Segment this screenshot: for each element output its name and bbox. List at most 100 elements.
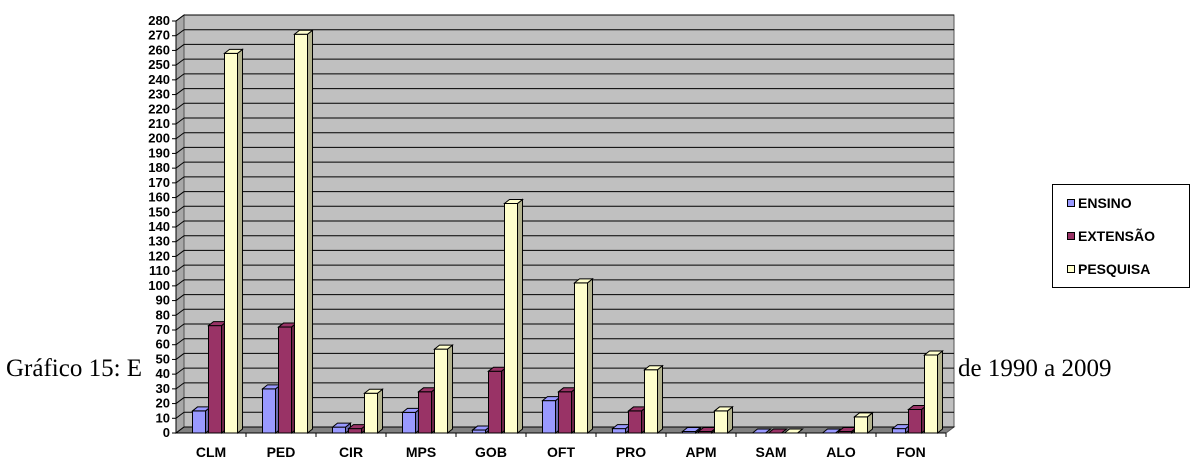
bar-pesquisa-alo xyxy=(853,411,874,435)
bar-pesquisa-mps xyxy=(433,344,454,435)
y-tick-label: 30 xyxy=(156,381,170,396)
y-tick-label: 270 xyxy=(148,28,170,43)
bar-top xyxy=(643,365,664,371)
bar-front xyxy=(488,370,502,434)
bar-top xyxy=(503,198,524,204)
legend-label-ensino: ENSINO xyxy=(1078,195,1132,211)
y-tick-label: 140 xyxy=(148,219,170,234)
y-tick-label: 210 xyxy=(148,116,170,131)
bar-pesquisa-cir xyxy=(363,388,384,435)
y-tick-label: 230 xyxy=(148,87,170,102)
bar-extenso-gob xyxy=(487,366,508,435)
side-gridline xyxy=(175,367,185,375)
side-gridline xyxy=(175,382,185,390)
y-tick-label: 200 xyxy=(148,131,170,146)
y-tick-label: 80 xyxy=(156,307,170,322)
bar-pesquisa-fon xyxy=(923,349,944,435)
y-axis-tick-labels: 0102030405060708090100110120130140150160… xyxy=(148,13,170,440)
legend-item-pesquisa: PESQUISA xyxy=(1067,261,1150,277)
bar-pesquisa-apm xyxy=(713,405,734,435)
bar-top xyxy=(433,344,454,350)
legend-swatch-ensino xyxy=(1067,199,1075,207)
side-gridline xyxy=(175,235,185,243)
bar-ensino-apm xyxy=(681,426,702,435)
bar-ensino-mps xyxy=(401,407,422,435)
bar-extenso-mps xyxy=(417,386,438,435)
side-gridline xyxy=(175,132,185,140)
bar-front xyxy=(278,326,292,434)
side-gridline xyxy=(175,73,185,81)
legend-label-extensao: EXTENSÃO xyxy=(1078,228,1156,244)
bar-ensino-clm xyxy=(191,405,212,435)
bar-ensino-cir xyxy=(331,422,352,435)
y-tick-label: 130 xyxy=(148,234,170,249)
bar-front xyxy=(908,408,922,434)
bar-front xyxy=(418,391,432,434)
bar-extenso-pro xyxy=(627,405,648,435)
side-gridline xyxy=(175,58,185,66)
bar-ensino-pro xyxy=(611,423,632,435)
y-tick-label: 240 xyxy=(148,72,170,87)
axes xyxy=(172,20,947,437)
bar-front xyxy=(262,388,276,434)
bars xyxy=(191,29,944,435)
bar-pesquisa-oft xyxy=(573,277,594,435)
legend-item-extensao: EXTENSÃO xyxy=(1067,228,1155,244)
side-gridline xyxy=(175,44,185,51)
side-gridline xyxy=(175,264,185,272)
bar-pesquisa-pro xyxy=(643,364,664,435)
y-tick-label: 120 xyxy=(148,248,170,263)
legend-item-ensino: ENSINO xyxy=(1067,195,1132,211)
bar-extenso-sam xyxy=(767,428,788,434)
side-gridline xyxy=(175,294,185,301)
bar-ensino-oft xyxy=(541,395,562,435)
bar-front xyxy=(644,369,658,434)
bar-side xyxy=(657,364,663,435)
bar-front xyxy=(854,416,868,434)
x-tick-label-oft: OFT xyxy=(547,444,575,460)
side-gridline xyxy=(175,161,185,169)
y-tick-label: 90 xyxy=(156,293,170,308)
bar-front xyxy=(192,410,206,434)
bar-top xyxy=(923,350,944,356)
bar-side xyxy=(517,198,523,435)
bar-front xyxy=(348,428,362,434)
bar-side xyxy=(447,344,453,435)
bar-front xyxy=(542,400,556,434)
bar-front xyxy=(892,428,906,434)
side-gridline xyxy=(175,191,185,198)
side-gridline xyxy=(175,250,185,257)
side-gridline xyxy=(175,397,185,404)
legend: ENSINO EXTENSÃO PESQUISA xyxy=(1052,184,1190,288)
bar-top xyxy=(713,406,734,412)
side-gridline xyxy=(175,102,185,110)
bar-front xyxy=(224,52,238,434)
side-gridline xyxy=(175,279,185,287)
bar-front xyxy=(612,428,626,434)
y-tick-label: 100 xyxy=(148,278,170,293)
side-gridline xyxy=(175,117,185,125)
side-gridline xyxy=(175,323,185,331)
bar-top xyxy=(223,48,244,54)
y-tick-label: 70 xyxy=(156,322,170,337)
bar-extenso-oft xyxy=(557,386,578,435)
bar-front xyxy=(364,392,378,434)
bar-pesquisa-clm xyxy=(223,48,244,435)
side-gridline xyxy=(175,308,185,316)
bar-front xyxy=(504,202,518,434)
bar-top xyxy=(853,412,874,418)
x-tick-label-alo: ALO xyxy=(826,444,856,460)
side-gridline xyxy=(175,14,185,22)
side-gridline xyxy=(175,220,185,228)
y-tick-label: 220 xyxy=(148,101,170,116)
legend-swatch-extensao xyxy=(1067,232,1075,240)
x-tick-label-gob: GOB xyxy=(475,444,507,460)
bar-pesquisa-gob xyxy=(503,198,524,435)
y-tick-label: 280 xyxy=(148,13,170,28)
bar-front xyxy=(402,411,416,434)
side-gridline xyxy=(175,176,185,184)
y-tick-label: 10 xyxy=(156,410,170,425)
x-tick-label-cir: CIR xyxy=(339,444,363,460)
side-gridline xyxy=(175,147,185,154)
